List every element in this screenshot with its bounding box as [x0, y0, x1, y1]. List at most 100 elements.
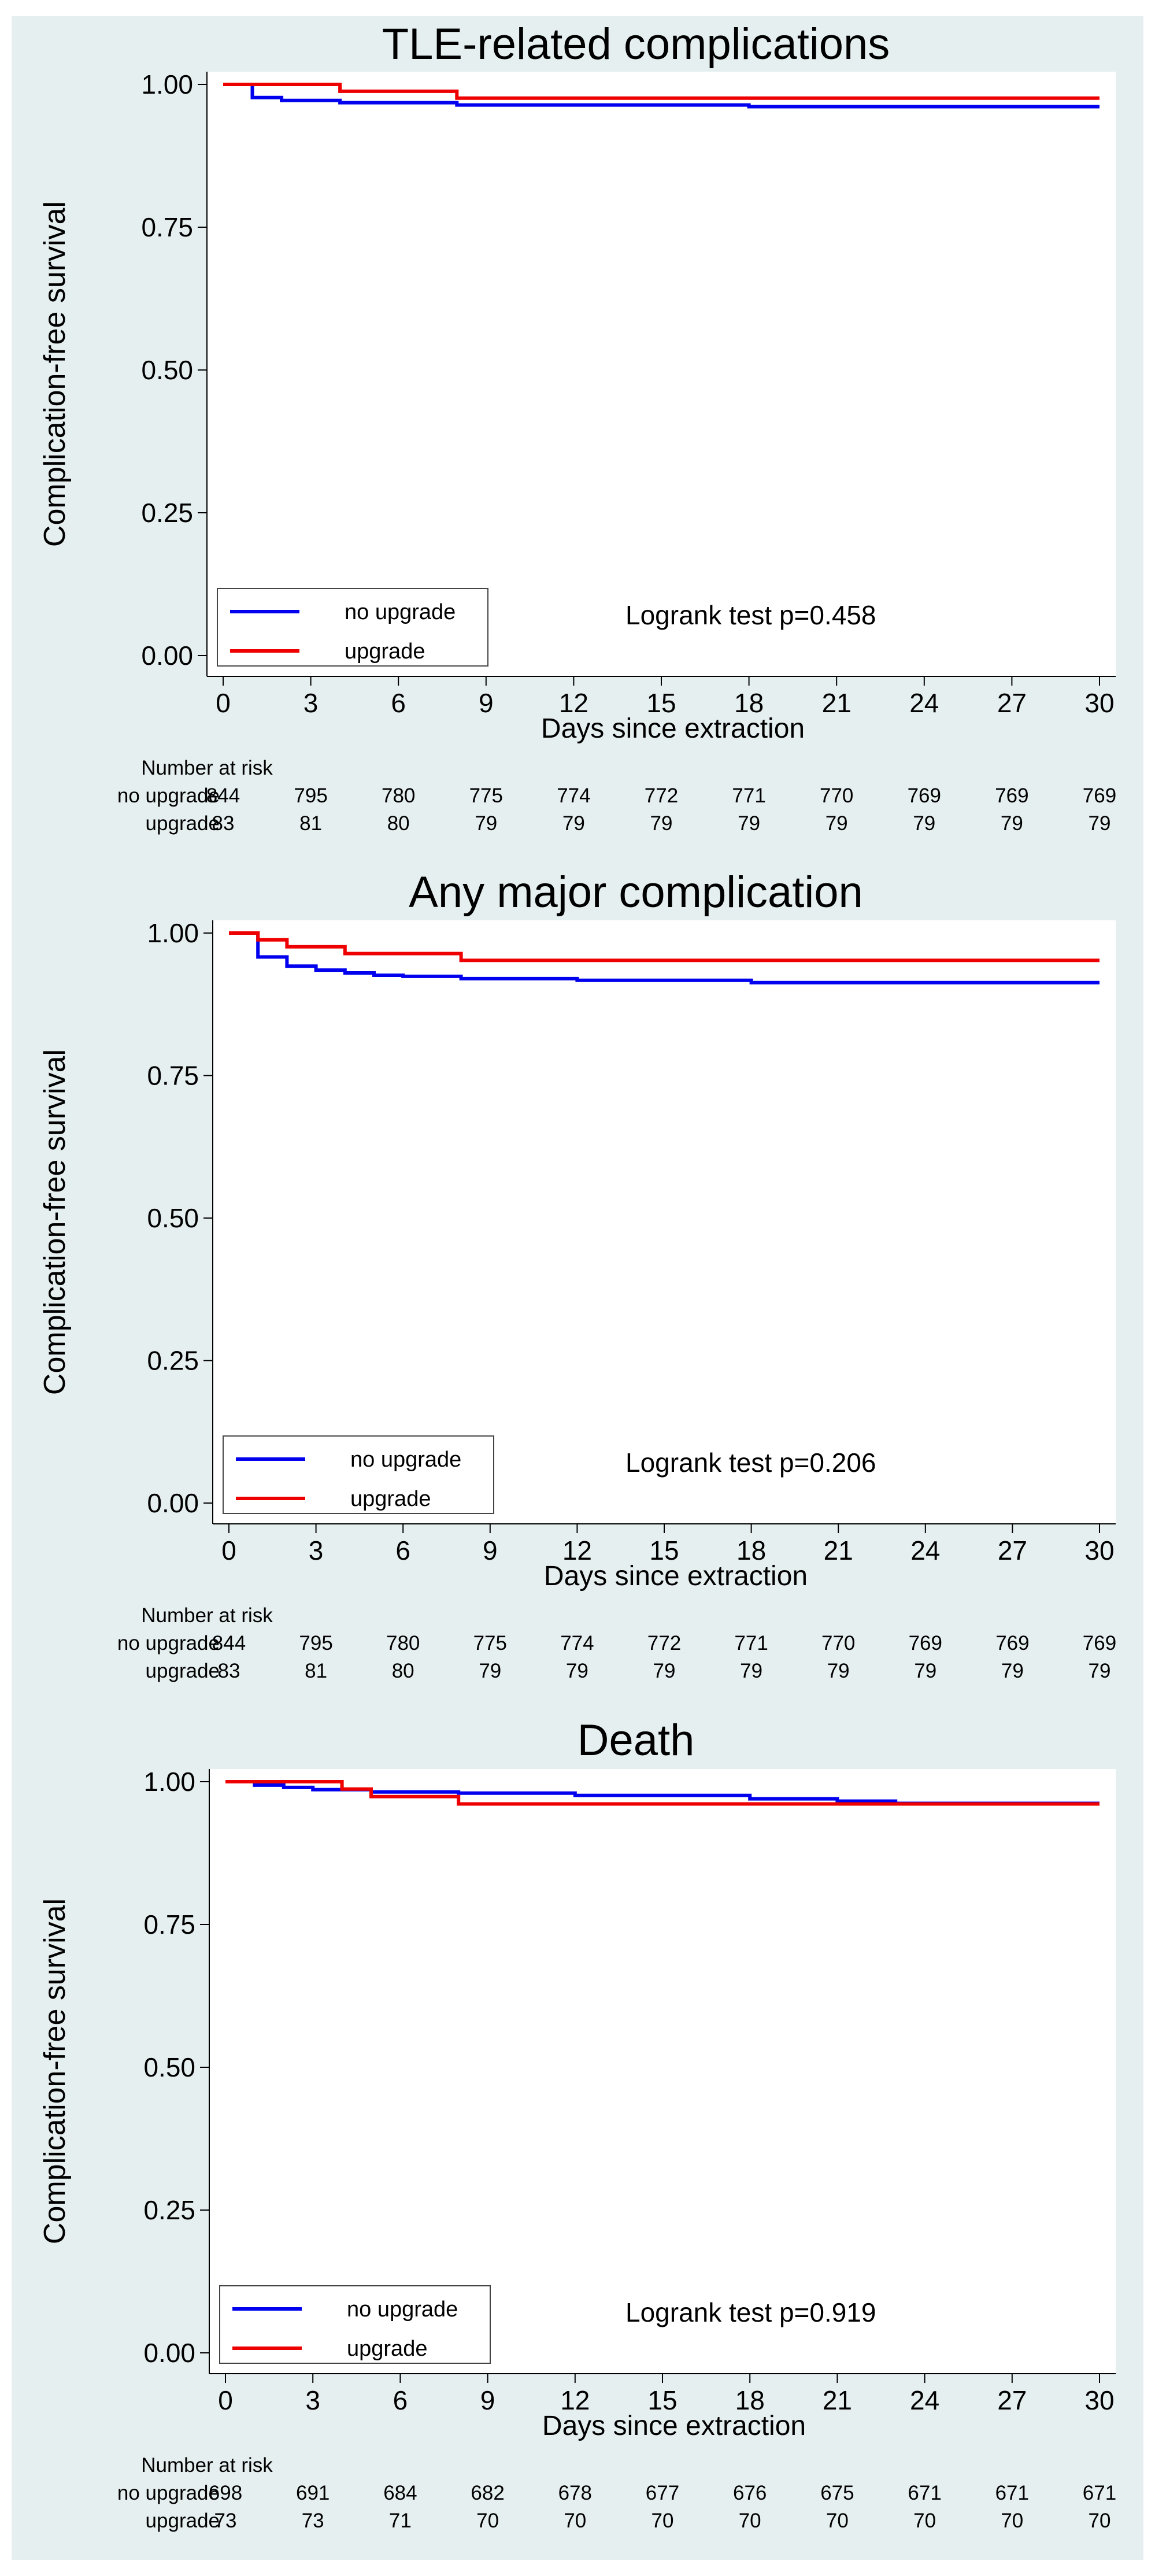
risk-value: 682 — [471, 2482, 504, 2504]
risk-value: 684 — [383, 2482, 417, 2504]
x-tick-label: 18 — [736, 1535, 766, 1565]
series-line-no-upgrade — [229, 931, 1100, 984]
risk-value: 769 — [909, 1632, 942, 1655]
x-tick-label: 3 — [309, 1535, 324, 1565]
risk-value: 769 — [995, 1632, 1029, 1655]
risk-value: 769 — [908, 784, 941, 807]
risk-value: 775 — [473, 1632, 507, 1655]
risk-value: 73 — [214, 2510, 237, 2532]
x-tick-label: 15 — [647, 2385, 677, 2415]
legend-label: no upgrade — [345, 600, 456, 624]
y-tick-label: 0.50 — [147, 1203, 199, 1233]
risk-value: 79 — [740, 1660, 762, 1682]
x-tick-label: 30 — [1084, 2385, 1114, 2415]
legend-label: no upgrade — [347, 2297, 458, 2322]
risk-value: 769 — [1083, 784, 1116, 807]
risk-value: 772 — [645, 784, 678, 807]
risk-value: 79 — [914, 1660, 936, 1682]
series-line-upgrade — [223, 83, 1100, 100]
risk-value: 775 — [469, 784, 503, 807]
risk-value: 79 — [827, 1660, 850, 1682]
risk-value: 70 — [476, 2510, 499, 2532]
risk-value: 70 — [1089, 2510, 1111, 2532]
risk-table-heading: Number at risk — [141, 2454, 273, 2477]
risk-value: 772 — [647, 1632, 681, 1655]
chart-title: Death — [578, 1716, 695, 1765]
risk-value: 774 — [560, 1632, 594, 1655]
x-tick-label: 9 — [479, 688, 494, 718]
risk-value: 70 — [826, 2510, 849, 2532]
risk-value: 70 — [1001, 2510, 1023, 2532]
logrank-annotation: Logrank test p=0.458 — [625, 600, 876, 630]
y-tick-label: 0.25 — [147, 1346, 199, 1376]
x-tick-label: 12 — [559, 688, 588, 718]
risk-value: 70 — [651, 2510, 674, 2532]
risk-value: 79 — [1001, 1660, 1024, 1682]
y-tick-label: 0.00 — [143, 2338, 195, 2368]
risk-row-label: no upgrade — [117, 784, 220, 807]
risk-value: 73 — [302, 2510, 324, 2532]
x-tick-label: 24 — [910, 1535, 940, 1565]
risk-value: 79 — [738, 812, 760, 835]
risk-row-label: no upgrade — [117, 1632, 220, 1655]
y-tick-label: 0.75 — [147, 1061, 199, 1091]
risk-row-label: upgrade — [146, 2510, 220, 2532]
y-tick-label: 0.00 — [141, 641, 193, 671]
risk-value: 81 — [299, 812, 322, 835]
risk-value: 80 — [387, 812, 410, 835]
risk-value: 698 — [209, 2482, 242, 2504]
x-axis-label: Days since extraction — [541, 713, 805, 744]
chart-panel-1: TLE-related complications 0.00 0.25 0.50 0.7… — [38, 20, 1116, 835]
risk-value: 675 — [820, 2482, 854, 2504]
y-tick-label: 0.25 — [141, 498, 193, 528]
plot-area — [213, 920, 1116, 1524]
x-tick-label: 18 — [735, 2385, 765, 2415]
y-tick-label: 0.25 — [143, 2195, 195, 2225]
risk-value: 70 — [739, 2510, 761, 2532]
series-line-upgrade — [229, 931, 1100, 963]
risk-value: 79 — [653, 1660, 676, 1682]
x-tick-label: 0 — [216, 688, 231, 718]
y-tick-label: 1.00 — [147, 918, 199, 948]
risk-value: 79 — [562, 812, 585, 835]
risk-value: 671 — [908, 2482, 941, 2504]
risk-value: 79 — [475, 812, 497, 835]
y-axis-label: Complication-free survival — [38, 1049, 72, 1395]
risk-value: 771 — [734, 1632, 768, 1655]
risk-value: 780 — [386, 1632, 420, 1655]
x-tick-label: 15 — [649, 1535, 679, 1565]
risk-row-label: no upgrade — [117, 2482, 220, 2504]
y-tick-label: 1.00 — [141, 69, 193, 99]
x-tick-label: 9 — [483, 1535, 498, 1565]
x-tick-label: 21 — [823, 2385, 852, 2415]
legend-label: upgrade — [350, 1487, 431, 1511]
x-tick-label: 30 — [1084, 688, 1114, 718]
y-tick-label: 0.00 — [147, 1488, 199, 1518]
risk-value: 79 — [1001, 812, 1023, 835]
risk-value: 70 — [564, 2510, 586, 2532]
x-axis-label: Days since extraction — [544, 1561, 808, 1592]
x-tick-label: 27 — [997, 688, 1027, 718]
y-tick-label: 0.75 — [143, 1909, 195, 1940]
risk-value: 79 — [913, 812, 935, 835]
y-axis-label: Complication-free survival — [38, 1898, 72, 2244]
x-tick-label: 6 — [393, 2385, 408, 2415]
risk-value: 691 — [296, 2482, 330, 2504]
x-tick-label: 3 — [305, 2385, 320, 2415]
risk-value: 780 — [382, 784, 415, 807]
risk-value: 81 — [305, 1660, 327, 1682]
x-tick-label: 27 — [997, 2385, 1027, 2415]
risk-value: 83 — [212, 812, 235, 835]
chart-panel-2: Any major complication 0.00 0.25 0.50 0.75 1.… — [38, 868, 1116, 1682]
risk-value: 769 — [995, 784, 1028, 807]
series-line-upgrade — [225, 1780, 1100, 1806]
risk-value: 671 — [995, 2482, 1029, 2504]
risk-value: 677 — [646, 2482, 679, 2504]
risk-value: 771 — [732, 784, 765, 807]
risk-value: 71 — [389, 2510, 412, 2532]
risk-value: 795 — [299, 1632, 332, 1655]
risk-value: 79 — [1089, 1660, 1111, 1682]
y-axis-label: Complication-free survival — [38, 201, 72, 547]
legend-box — [223, 1435, 494, 1514]
x-tick-label: 12 — [560, 2385, 590, 2415]
